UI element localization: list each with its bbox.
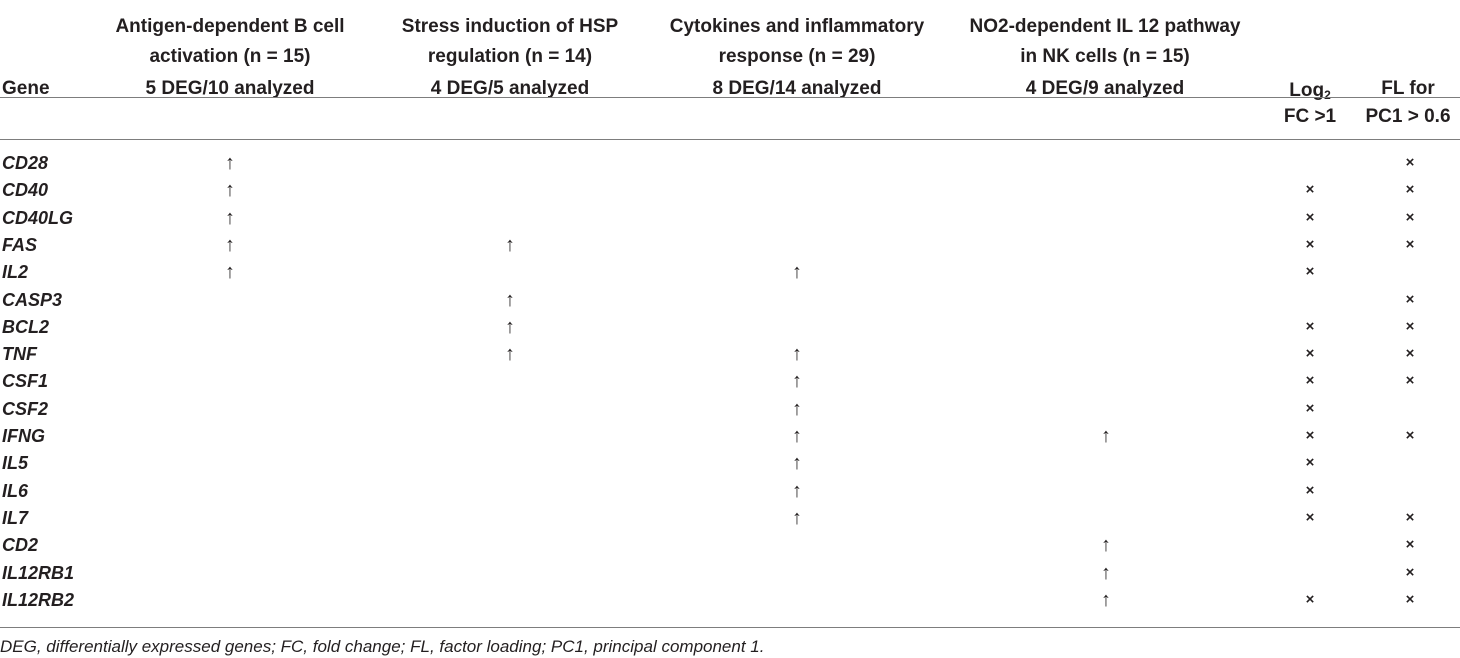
header-col-b-cell-line2: activation (n = 15) [149, 46, 311, 67]
log2fc-cross-mark: × [1305, 400, 1315, 417]
header-col-no2-line2: in NK cells (n = 15) [1020, 46, 1190, 67]
table-rule-bottom [0, 627, 1460, 628]
gene-name: CSF2 [2, 399, 49, 419]
log2fc-cross-mark: × [1305, 509, 1315, 526]
gene-name: CASP3 [2, 290, 63, 310]
log2fc-cross-mark: × [1305, 372, 1315, 389]
header-col-hsp-line1: Stress induction of HSP [401, 16, 619, 37]
header-col-cytokines-line1: Cytokines and inflammatory [669, 16, 925, 37]
header-col-hsp-line2: regulation (n = 14) [427, 46, 593, 67]
log2fc-cross-mark: × [1305, 454, 1315, 471]
header-col-no2-line3: 4 DEG/9 analyzed [1025, 78, 1185, 99]
log2fc-cross-mark: × [1305, 263, 1315, 280]
up-arrow-mark: ↑ [792, 343, 802, 365]
log2fc-cross-mark: × [1305, 181, 1315, 198]
up-arrow-mark: ↑ [792, 261, 802, 283]
up-arrow-mark: ↑ [225, 179, 235, 201]
header-col-cytokines-line2: response (n = 29) [718, 46, 876, 67]
gene-name: TNF [2, 344, 37, 364]
up-arrow-mark: ↑ [792, 507, 802, 529]
gene-name: CSF1 [2, 371, 49, 391]
fl-cross-mark: × [1405, 427, 1415, 444]
gene-name: CD40LG [2, 208, 74, 228]
header-col-b-cell-line3: 5 DEG/10 analyzed [145, 78, 315, 99]
log2fc-cross-mark: × [1305, 427, 1315, 444]
header-col-b-cell-line1: Antigen-dependent B cell [115, 16, 345, 37]
gene-name: IL7 [2, 508, 29, 528]
gene-name: FAS [2, 235, 38, 255]
gene-name: IL2 [2, 262, 29, 282]
up-arrow-mark: ↑ [505, 234, 515, 256]
fl-cross-mark: × [1405, 509, 1415, 526]
gene-name: IL12RB2 [2, 590, 75, 610]
log2fc-cross-mark: × [1305, 482, 1315, 499]
header-col-hsp-line3: 4 DEG/5 analyzed [430, 78, 590, 99]
fl-cross-mark: × [1405, 181, 1415, 198]
up-arrow-mark: ↑ [1101, 562, 1111, 584]
gene-name: BCL2 [2, 317, 50, 337]
fl-cross-mark: × [1405, 236, 1415, 253]
table-footnote: DEG, differentially expressed genes; FC,… [0, 637, 765, 656]
gene-name: IFNG [2, 426, 45, 446]
up-arrow-mark: ↑ [1101, 425, 1111, 447]
header-fl-line2: PC1 > 0.6 [1365, 106, 1451, 127]
fl-cross-mark: × [1405, 564, 1415, 581]
log2fc-cross-mark: × [1305, 209, 1315, 226]
header-log2fc-line2: FC >1 [1283, 106, 1337, 127]
header-log2fc-top: Log [1289, 80, 1325, 101]
gene-name: IL6 [2, 481, 29, 501]
log2fc-cross-mark: × [1305, 236, 1315, 253]
header-rule-bottom [0, 139, 1460, 140]
fl-cross-mark: × [1405, 372, 1415, 389]
up-arrow-mark: ↑ [505, 316, 515, 338]
header-log2fc-sub: 2 [1324, 88, 1331, 102]
up-arrow-mark: ↑ [792, 480, 802, 502]
header-col-cytokines-line3: 8 DEG/14 analyzed [712, 78, 882, 99]
up-arrow-mark: ↑ [792, 425, 802, 447]
fl-cross-mark: × [1405, 291, 1415, 308]
fl-cross-mark: × [1405, 536, 1415, 553]
up-arrow-mark: ↑ [792, 452, 802, 474]
up-arrow-mark: ↑ [1101, 589, 1111, 611]
up-arrow-mark: ↑ [792, 370, 802, 392]
up-arrow-mark: ↑ [225, 234, 235, 256]
up-arrow-mark: ↑ [792, 398, 802, 420]
header-rule-top [0, 97, 1460, 98]
fl-cross-mark: × [1405, 318, 1415, 335]
up-arrow-mark: ↑ [505, 343, 515, 365]
fl-cross-mark: × [1405, 209, 1415, 226]
log2fc-cross-mark: × [1305, 591, 1315, 608]
up-arrow-mark: ↑ [225, 152, 235, 174]
fl-cross-mark: × [1405, 345, 1415, 362]
gene-name: IL12RB1 [2, 563, 75, 583]
gene-name: CD40 [2, 180, 49, 200]
header-fl-line1: FL for [1381, 78, 1435, 99]
up-arrow-mark: ↑ [225, 261, 235, 283]
up-arrow-mark: ↑ [225, 207, 235, 229]
gene-name: CD2 [2, 535, 39, 555]
fl-cross-mark: × [1405, 154, 1415, 171]
header-col-no2-line1: NO2-dependent IL 12 pathway [969, 16, 1241, 37]
up-arrow-mark: ↑ [1101, 534, 1111, 556]
log2fc-cross-mark: × [1305, 345, 1315, 362]
gene-name: IL5 [2, 453, 29, 473]
log2fc-cross-mark: × [1305, 318, 1315, 335]
gene-name: CD28 [2, 153, 49, 173]
fl-cross-mark: × [1405, 591, 1415, 608]
header-gene: Gene [2, 78, 50, 99]
header-log2fc-line1: Log2 [1270, 76, 1350, 105]
up-arrow-mark: ↑ [505, 289, 515, 311]
